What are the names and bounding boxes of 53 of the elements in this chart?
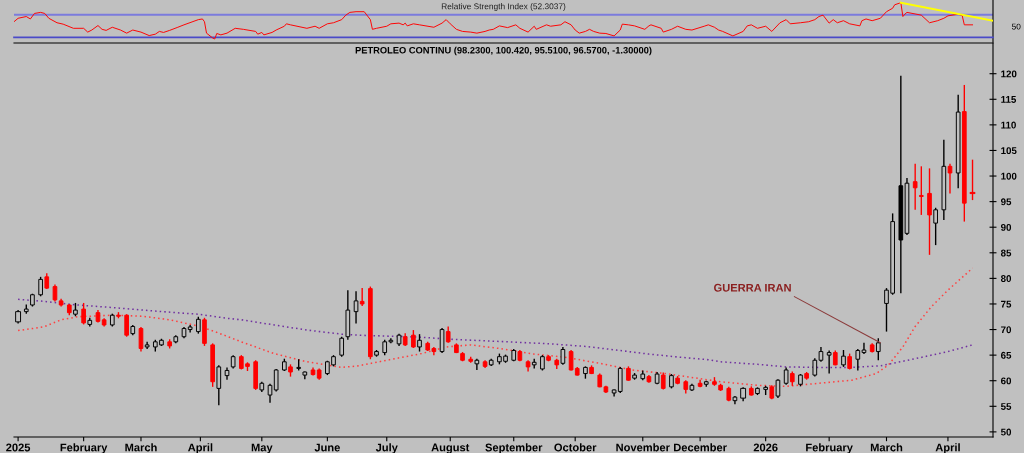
candlestick xyxy=(353,290,359,325)
y-tick-label: 115 xyxy=(1001,96,1017,103)
candlestick xyxy=(933,207,938,246)
x-tick-label: March xyxy=(870,443,903,452)
x-tick-label: February xyxy=(60,443,108,453)
candlestick xyxy=(138,326,144,353)
candlestick xyxy=(969,158,976,201)
y-tick-label: 110 xyxy=(1001,121,1016,129)
y-tick-label: 50 xyxy=(1000,428,1012,436)
chart-title: PETROLEO CONTINU (98.2300, 100.420, 95.5100, 96.5700, -1.30000) xyxy=(355,46,652,56)
x-tick-label: 2026 xyxy=(753,443,778,452)
y-tick-label: 80 xyxy=(1000,275,1012,282)
y-tick-label: 70 xyxy=(1001,326,1012,334)
candlestick xyxy=(918,165,924,216)
candlestick xyxy=(826,349,832,375)
chart-title: Relative Strength Index (52.3037) xyxy=(441,3,566,11)
candlestick xyxy=(927,167,932,256)
y-tick-label: 85 xyxy=(1000,249,1012,257)
x-tick-label: September xyxy=(485,443,543,453)
candlestick xyxy=(775,378,781,399)
y-tick-label: 90 xyxy=(1000,223,1012,231)
candlestick xyxy=(216,364,222,406)
y-tick-label: 75 xyxy=(1001,300,1012,308)
candlestick xyxy=(359,287,365,307)
candlestick xyxy=(124,313,129,338)
y-tick-label: 100 xyxy=(1001,172,1017,180)
candlestick xyxy=(947,163,953,195)
x-tick-label: May xyxy=(251,443,273,453)
candlestick xyxy=(38,276,43,297)
candlestick xyxy=(912,163,918,211)
annotation: GUERRA IRAN xyxy=(714,283,791,292)
y-tick-label: 60 xyxy=(1000,377,1012,385)
x-tick-label: April xyxy=(188,443,213,453)
x-tick-label: November xyxy=(616,443,670,452)
candlestick xyxy=(202,317,207,347)
y-tick-label: 55 xyxy=(1000,403,1012,410)
candlestick xyxy=(339,336,345,358)
y-tick-label: 65 xyxy=(1000,351,1012,359)
candlestick xyxy=(875,337,881,361)
x-tick-label: August xyxy=(431,443,470,453)
x-tick-label: February xyxy=(806,443,853,453)
x-tick-label: July xyxy=(375,443,398,453)
x-tick-label: October xyxy=(554,443,597,452)
x-tick-label: December xyxy=(674,443,727,452)
x-tick-label: 2025 xyxy=(6,443,31,452)
y-tick-label: 105 xyxy=(1001,147,1017,155)
line-series xyxy=(17,298,974,369)
candlestick xyxy=(439,327,445,354)
y-tick-label: 120 xyxy=(1001,70,1017,78)
x-tick-label: April xyxy=(935,443,960,453)
y-tick-label: 95 xyxy=(1000,198,1012,206)
x-tick-label: March xyxy=(125,443,157,452)
x-tick-label: June xyxy=(314,443,340,452)
